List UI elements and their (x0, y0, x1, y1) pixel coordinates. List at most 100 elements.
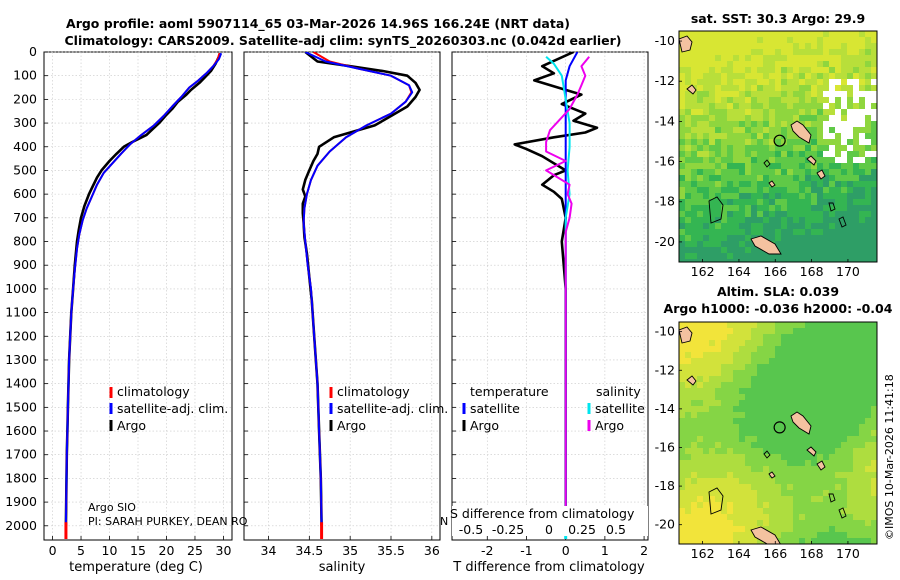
map-cell (871, 388, 877, 394)
map-cell (685, 466, 691, 472)
map-cell (859, 103, 865, 109)
map-lat-tick: -14 (655, 401, 675, 416)
map-cell (835, 400, 841, 406)
map-cell (727, 259, 733, 262)
map-cell (697, 418, 703, 424)
map-cell (829, 85, 835, 91)
map-cell (691, 532, 697, 538)
map-cell (865, 382, 871, 388)
map-cell (703, 253, 709, 259)
depth-tick-label: 2000 (5, 518, 37, 533)
map-cell (817, 133, 823, 139)
map-cell (715, 241, 721, 247)
map-cell (859, 484, 865, 490)
map-cell (763, 139, 769, 145)
map-cell (709, 169, 715, 175)
map-cell (859, 346, 865, 352)
map-cell (733, 328, 739, 334)
map-cell (721, 181, 727, 187)
map-cell (799, 394, 805, 400)
map-cell (685, 97, 691, 103)
legend-satellite: satellite-adj. clim. (117, 401, 228, 416)
map-cell (799, 97, 805, 103)
map-cell (697, 400, 703, 406)
map-cell (859, 322, 865, 328)
map-cell (709, 532, 715, 538)
map-cell (697, 259, 703, 262)
map-cell (853, 436, 859, 442)
map-cell (823, 61, 829, 67)
map-cell (751, 340, 757, 346)
map-cell (745, 442, 751, 448)
map-cell (817, 85, 823, 91)
map-cell (679, 157, 685, 163)
map-cell (805, 388, 811, 394)
map-cell (691, 241, 697, 247)
map-cell (757, 115, 763, 121)
difference-tick-label: 1 (601, 543, 609, 558)
sst-map (679, 31, 877, 262)
map-cell (781, 187, 787, 193)
map-cell (853, 187, 859, 193)
map-cell (823, 400, 829, 406)
map-cell (739, 322, 745, 328)
map-cell (769, 85, 775, 91)
map-cell (811, 388, 817, 394)
map-cell (841, 211, 847, 217)
map-cell (817, 247, 823, 253)
map-cell (805, 163, 811, 169)
map-cell (685, 442, 691, 448)
map-cell (793, 460, 799, 466)
map-cell (769, 442, 775, 448)
map-cell (739, 85, 745, 91)
map-cell (739, 91, 745, 97)
map-cell (841, 91, 847, 97)
map-cell (745, 448, 751, 454)
map-cell (685, 229, 691, 235)
map-cell (745, 388, 751, 394)
map-cell (841, 322, 847, 328)
map-cell (805, 241, 811, 247)
map-cell (769, 157, 775, 163)
map-cell (865, 334, 871, 340)
map-cell (703, 448, 709, 454)
map-cell (805, 370, 811, 376)
map-cell (829, 364, 835, 370)
map-cell (787, 145, 793, 151)
temperature-tick-label: 0 (49, 543, 57, 558)
map-cell (817, 358, 823, 364)
map-cell (835, 448, 841, 454)
map-cell (835, 235, 841, 241)
map-cell (859, 229, 865, 235)
map-cell (841, 460, 847, 466)
map-cell (691, 115, 697, 121)
map-cell (727, 412, 733, 418)
map-cell (865, 241, 871, 247)
map-cell (679, 532, 685, 538)
map-cell (727, 193, 733, 199)
map-cell (805, 43, 811, 49)
map-cell (847, 400, 853, 406)
map-cell (817, 49, 823, 55)
map-cell (823, 187, 829, 193)
map-cell (787, 514, 793, 520)
map-cell (691, 223, 697, 229)
map-cell (763, 460, 769, 466)
map-cell (751, 91, 757, 97)
map-cell (763, 73, 769, 79)
map-cell (829, 253, 835, 259)
map-cell (823, 127, 829, 133)
map-cell (775, 193, 781, 199)
map-cell (703, 127, 709, 133)
depth-tick-label: 1300 (5, 352, 37, 367)
map-cell (799, 157, 805, 163)
map-cell (679, 442, 685, 448)
map-cell (709, 352, 715, 358)
map-cell (691, 424, 697, 430)
map-cell (733, 394, 739, 400)
map-cell (679, 382, 685, 388)
map-cell (847, 145, 853, 151)
map-cell (871, 454, 877, 460)
map-cell (799, 532, 805, 538)
map-cell (859, 169, 865, 175)
